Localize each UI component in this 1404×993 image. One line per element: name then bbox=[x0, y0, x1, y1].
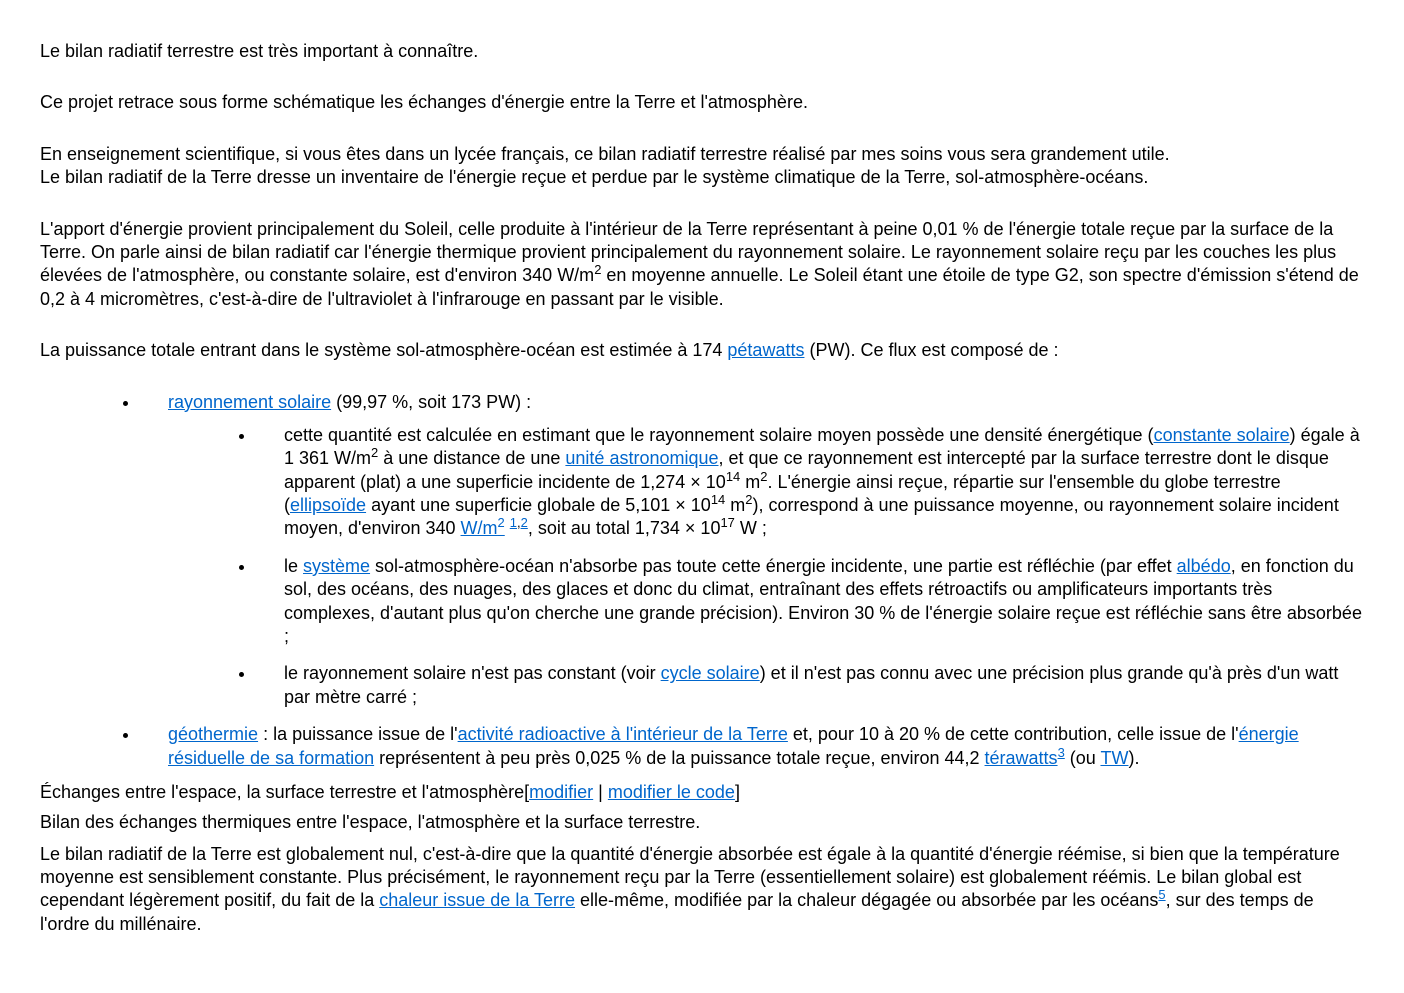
link-wm2-text: W/m bbox=[461, 518, 498, 538]
link-geothermie[interactable]: géothermie bbox=[168, 724, 258, 744]
i1-e: m bbox=[740, 472, 760, 492]
l2-e: ). bbox=[1128, 748, 1139, 768]
link-terawatts[interactable]: térawatts bbox=[985, 748, 1058, 768]
section-subheading: Bilan des échanges thermiques entre l'es… bbox=[40, 810, 1364, 834]
link-unite-astronomique[interactable]: unité astronomique bbox=[565, 448, 718, 468]
link-systeme[interactable]: système bbox=[303, 556, 370, 576]
main-list: rayonnement solaire (99,97 %, soit 173 P… bbox=[40, 391, 1364, 770]
section-para-b: elle-même, modifiée par la chaleur dégag… bbox=[575, 890, 1158, 910]
i1-sup6: 17 bbox=[720, 515, 734, 530]
section-heading: Échanges entre l'espace, la surface terr… bbox=[40, 780, 1364, 804]
intro-para-3-line1: En enseignement scientifique, si vous êt… bbox=[40, 144, 1170, 164]
link-wm2[interactable]: W/m2 bbox=[461, 518, 505, 538]
link-albedo[interactable]: albédo bbox=[1177, 556, 1231, 576]
inner-item-3: le rayonnement solaire n'est pas constan… bbox=[256, 662, 1364, 709]
intro-para-5-b: (PW). Ce flux est composé de : bbox=[804, 340, 1058, 360]
i1-c: à une distance de une bbox=[378, 448, 565, 468]
intro-para-4: L'apport d'énergie provient principaleme… bbox=[40, 218, 1364, 312]
i2-a: le bbox=[284, 556, 303, 576]
i1-sup2: 14 bbox=[726, 469, 740, 484]
link-ref-5[interactable]: 5 bbox=[1158, 887, 1165, 902]
list-item-rayonnement: rayonnement solaire (99,97 %, soit 173 P… bbox=[140, 391, 1364, 710]
section-heading-close: ] bbox=[735, 782, 740, 802]
link-petawatts[interactable]: pétawatts bbox=[727, 340, 804, 360]
link-tw[interactable]: TW bbox=[1100, 748, 1128, 768]
link-modifier-code[interactable]: modifier le code bbox=[608, 782, 735, 802]
link-modifier[interactable]: modifier bbox=[529, 782, 593, 802]
intro-para-5: La puissance totale entrant dans le syst… bbox=[40, 339, 1364, 362]
intro-para-5-a: La puissance totale entrant dans le syst… bbox=[40, 340, 727, 360]
link-cycle-solaire[interactable]: cycle solaire bbox=[661, 663, 760, 683]
i1-g: ayant une superficie globale de 5,101 × … bbox=[366, 495, 711, 515]
section-heading-sep: | bbox=[593, 782, 608, 802]
i1-a: cette quantité est calculée en estimant … bbox=[284, 425, 1154, 445]
l2-a: : la puissance issue de l' bbox=[258, 724, 458, 744]
l2-b: et, pour 10 à 20 % de cette contribution… bbox=[788, 724, 1239, 744]
intro-para-2: Ce projet retrace sous forme schématique… bbox=[40, 91, 1364, 114]
inner-item-2: le système sol-atmosphère-océan n'absorb… bbox=[256, 555, 1364, 649]
intro-para-3-line2: Le bilan radiatif de la Terre dresse un … bbox=[40, 167, 1148, 187]
i1-sup4: 14 bbox=[711, 492, 725, 507]
list-item-rayonnement-rest: (99,97 %, soit 173 PW) : bbox=[331, 392, 531, 412]
list-item-geothermie: géothermie : la puissance issue de l'act… bbox=[140, 723, 1364, 770]
i1-h: m bbox=[725, 495, 745, 515]
l2-c: représentent à peu près 0,025 % de la pu… bbox=[374, 748, 984, 768]
link-wm2-sup: 2 bbox=[498, 515, 505, 530]
i3-a: le rayonnement solaire n'est pas constan… bbox=[284, 663, 661, 683]
l2-d: (ou bbox=[1065, 748, 1101, 768]
link-chaleur-terre[interactable]: chaleur issue de la Terre bbox=[379, 890, 575, 910]
link-ref-1[interactable]: 1 bbox=[510, 515, 517, 530]
intro-para-3: En enseignement scientifique, si vous êt… bbox=[40, 143, 1364, 190]
link-rayonnement-solaire[interactable]: rayonnement solaire bbox=[168, 392, 331, 412]
link-ref-3[interactable]: 3 bbox=[1058, 745, 1065, 760]
i1-j: , soit au total 1,734 × 10 bbox=[528, 518, 721, 538]
link-constante-solaire[interactable]: constante solaire bbox=[1154, 425, 1290, 445]
inner-item-1: cette quantité est calculée en estimant … bbox=[256, 424, 1364, 541]
link-ellipsoide[interactable]: ellipsoïde bbox=[290, 495, 366, 515]
i2-b: sol-atmosphère-océan n'absorbe pas toute… bbox=[370, 556, 1177, 576]
intro-para-1: Le bilan radiatif terrestre est très imp… bbox=[40, 40, 1364, 63]
link-activite-radioactive[interactable]: activité radioactive à l'intérieur de la… bbox=[458, 724, 788, 744]
link-ref-2[interactable]: 2 bbox=[521, 515, 528, 530]
section-para: Le bilan radiatif de la Terre est global… bbox=[40, 843, 1364, 937]
i1-k: W ; bbox=[735, 518, 767, 538]
section-heading-text: Échanges entre l'espace, la surface terr… bbox=[40, 782, 529, 802]
inner-list: cette quantité est calculée en estimant … bbox=[168, 424, 1364, 709]
